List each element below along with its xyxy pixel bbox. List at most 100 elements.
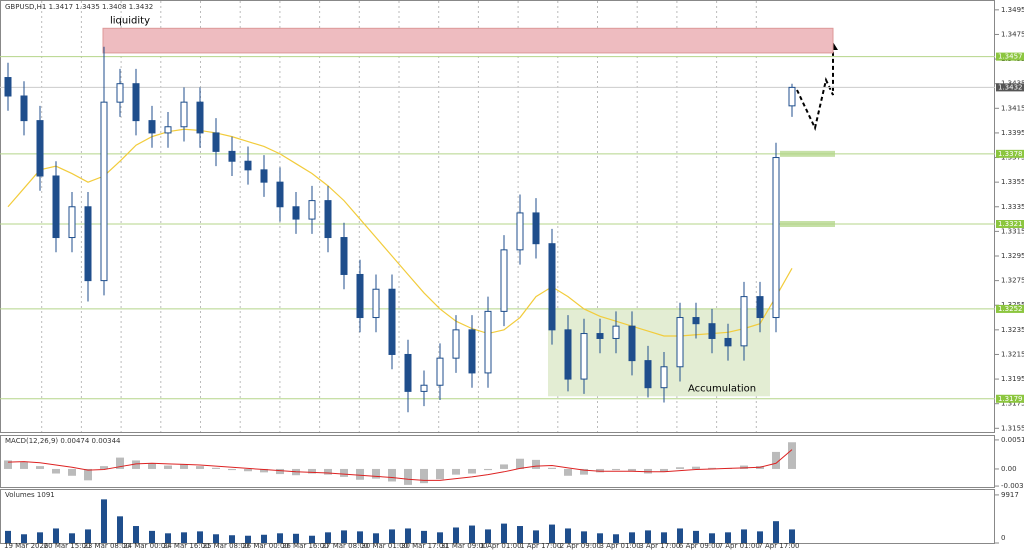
candle-body — [100, 101, 108, 282]
chart-title: GBPUSD,H1 1.3417 1.3435 1.3408 1.3432 — [5, 3, 153, 11]
candle-body — [180, 101, 188, 128]
macd-tick-label: -0.00301 — [1001, 482, 1024, 490]
candle-body — [420, 384, 428, 392]
candle-body — [500, 249, 508, 312]
volume-bar — [5, 530, 11, 543]
volume-bar — [581, 531, 587, 543]
macd-bar — [84, 468, 92, 481]
moving-average — [7, 128, 793, 337]
volume-bar — [101, 499, 107, 543]
candle-body — [260, 169, 268, 183]
y-tick-label: 1.3315 — [1001, 227, 1024, 235]
macd-bar — [356, 468, 364, 480]
macd-bar — [212, 467, 220, 469]
volume-bar — [613, 534, 619, 543]
macd-bar — [548, 467, 556, 469]
macd-tick-label: 0.00511 — [1001, 436, 1024, 444]
macd-bar — [596, 468, 604, 473]
candle-body — [404, 353, 412, 392]
volume-bar — [309, 535, 315, 543]
current-price-box — [996, 83, 1024, 92]
volume-bar — [741, 529, 747, 543]
volume-bar — [421, 530, 427, 543]
volume-bar — [501, 523, 507, 543]
volume-bar — [757, 531, 763, 543]
x-tick-label: 3 Apr 17:00 — [639, 542, 680, 550]
x-tick-label: 6 Apr 09:00 — [679, 542, 720, 550]
macd-bar — [68, 468, 76, 476]
macd-bar — [564, 468, 572, 476]
y-tick-label: 1.3155 — [1001, 424, 1024, 432]
candle-body — [36, 120, 44, 177]
candle-body — [756, 296, 764, 319]
macd-bar — [324, 468, 332, 475]
x-tick-label: 3 Apr 01:00 — [600, 542, 641, 550]
y-tick-label: 1.3475 — [1001, 30, 1024, 38]
volume-bar — [693, 530, 699, 543]
volume-bar — [69, 533, 75, 543]
macd-bar — [148, 463, 156, 469]
volume-bar — [469, 525, 475, 543]
macd-bar — [516, 458, 524, 469]
y-tick-label: 1.3355 — [1001, 178, 1024, 186]
macd-bar — [260, 468, 268, 473]
candle-body — [564, 329, 572, 380]
x-tick-label: 20 Mar 15:00 — [44, 542, 91, 550]
y-tick-label: 1.3335 — [1001, 203, 1024, 211]
volume-bar — [357, 531, 363, 543]
candle-body — [388, 288, 396, 355]
x-tick-label: 1 Apr 01:00 — [480, 542, 521, 550]
x-tick-label: 24 Mar 16:00 — [163, 542, 210, 550]
volume-bar — [725, 532, 731, 543]
candle-body — [292, 206, 300, 220]
macd-bar — [244, 468, 252, 472]
candle-body — [84, 206, 92, 282]
macd-bar — [660, 468, 668, 472]
x-tick-label: 26 Mar 00:00 — [242, 542, 289, 550]
volume-bar — [293, 533, 299, 543]
y-tick-label: 1.3275 — [1001, 277, 1024, 285]
y-tick-label: 1.3235 — [1001, 326, 1024, 334]
volume-bar — [165, 533, 171, 543]
volume-tick-label: 0 — [1001, 534, 1005, 542]
macd-bar — [52, 468, 60, 474]
main-frame — [0, 0, 995, 433]
candle-body — [4, 77, 12, 97]
x-tick-label: 27 Mar 08:00 — [322, 542, 369, 550]
volume-bar — [565, 528, 571, 543]
volume-bar — [437, 532, 443, 543]
candle-body — [596, 333, 604, 339]
level-label: 1.3321 — [998, 220, 1023, 228]
level-box — [996, 304, 1024, 313]
volume-bar — [245, 535, 251, 543]
y-tick-label: 1.3295 — [1001, 252, 1024, 260]
volume-bar — [517, 526, 523, 543]
volume-bar — [677, 528, 683, 543]
candle-body — [228, 150, 236, 162]
volume-bar — [53, 528, 59, 543]
macd-bar — [420, 468, 428, 484]
macd-bar — [4, 460, 12, 469]
candle-body — [692, 317, 700, 325]
macd-bar — [500, 464, 508, 469]
x-tick-label: 23 Mar 08:00 — [83, 542, 130, 550]
volume-bar — [389, 529, 395, 543]
macd-bar — [612, 468, 620, 471]
candle-body — [276, 181, 284, 208]
macd-tick-label: 0.00 — [1001, 465, 1017, 473]
macd-bar — [116, 457, 124, 469]
x-tick-label: 19 Mar 2026 — [4, 542, 49, 550]
y-tick-label: 1.3415 — [1001, 104, 1024, 112]
volume-bar — [149, 530, 155, 543]
level-box — [996, 52, 1024, 61]
macd-bar — [692, 466, 700, 469]
candle-body — [116, 83, 124, 103]
zone-label: Accumulation — [688, 383, 756, 394]
candle-body — [52, 175, 60, 239]
macd-label: MACD(12,26,9) 0.00474 0.00344 — [5, 437, 121, 445]
macd-bar — [196, 466, 204, 469]
x-tick-label: 25 Mar 08:00 — [203, 542, 250, 550]
volume-bar — [629, 532, 635, 543]
candle-body — [164, 126, 172, 134]
